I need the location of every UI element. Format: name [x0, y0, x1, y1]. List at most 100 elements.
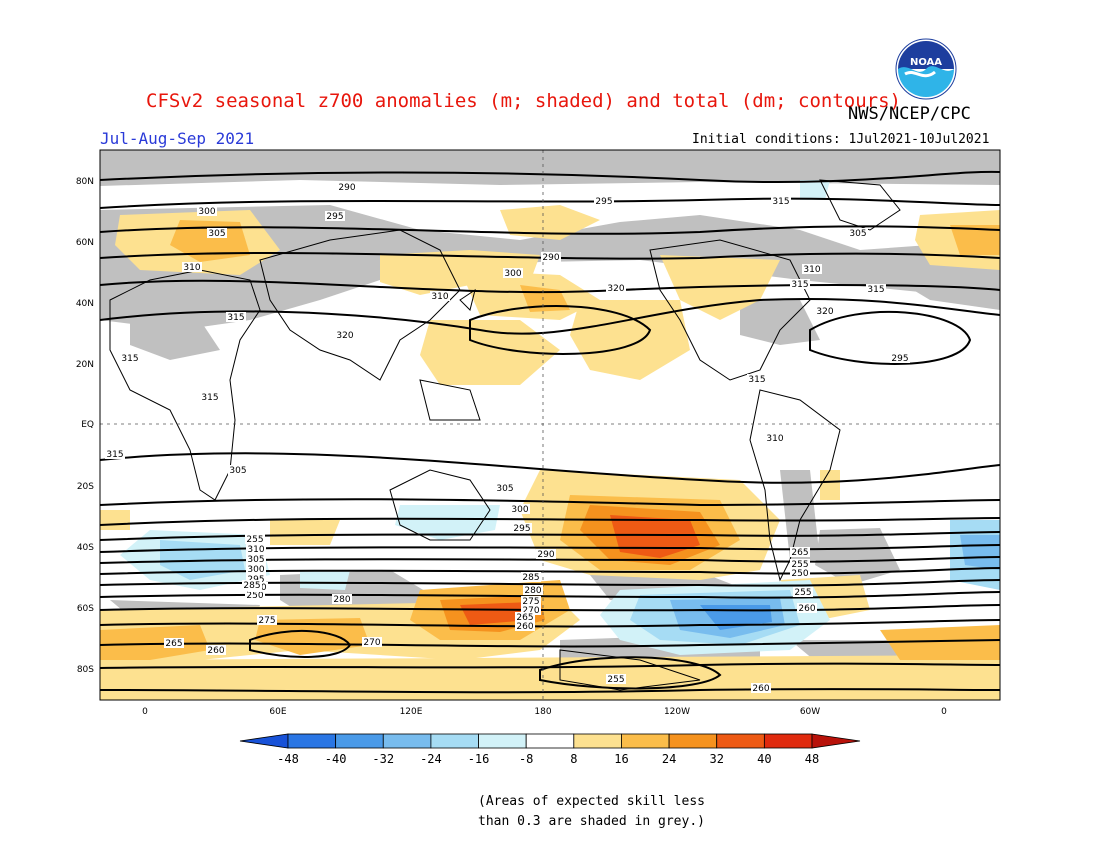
colorbar-left-arrow — [239, 733, 289, 749]
colorbar-segment — [621, 733, 670, 749]
contour-label-background — [246, 544, 266, 554]
contour-label-background — [515, 621, 535, 631]
contour-label: 270 — [363, 638, 380, 648]
contour-label: 265 — [165, 639, 182, 649]
contour-label-background — [793, 587, 813, 597]
contour-label-background — [606, 674, 626, 684]
longitude-label: 120W — [664, 707, 690, 717]
colorbar-tick-label: -40 — [325, 752, 347, 766]
contour-label: 320 — [607, 284, 624, 294]
contour-label-background — [226, 312, 246, 322]
contour-label: 315 — [772, 197, 789, 207]
contour-label: 295 — [513, 524, 530, 534]
contour-label-background — [848, 228, 868, 238]
contour-label: 280 — [524, 586, 541, 596]
latitude-label: 20S — [77, 482, 94, 492]
noaa-logo-text: NOAA — [910, 57, 942, 68]
contour-label: 255 — [794, 588, 811, 598]
skill-note-line-2: than 0.3 are shaded in grey.) — [478, 814, 705, 829]
latitude-label: EQ — [81, 420, 94, 430]
contour-label-background — [521, 596, 541, 606]
contour-label: 305 — [496, 484, 513, 494]
contour-label-background — [790, 559, 810, 569]
contour-label-background — [536, 549, 556, 559]
negative-anomaly-areas — [120, 180, 1000, 655]
contour-label-background — [325, 211, 345, 221]
contour-label-background — [337, 182, 357, 192]
contour-label-background — [515, 612, 535, 622]
contour-label: 275 — [258, 616, 275, 626]
latitude-label: 20N — [76, 360, 94, 370]
agency-label: NWS/NCEP/CPC — [848, 104, 971, 124]
contour-label: 305 — [247, 555, 264, 565]
colorbar-tick-label: 16 — [614, 752, 628, 766]
contour-label: 285 — [243, 581, 260, 591]
contour-label-background — [815, 306, 835, 316]
colorbar-segment — [716, 733, 765, 749]
contour-label-background — [521, 605, 541, 615]
contour-label: 280 — [333, 595, 350, 605]
contour-label-background — [790, 568, 810, 578]
contour-label: 315 — [227, 313, 244, 323]
contour-label: 265 — [791, 548, 808, 558]
contour-label: 315 — [201, 393, 218, 403]
contour-label: 250 — [791, 569, 808, 579]
contour-label: 310 — [183, 263, 200, 273]
latitude-label: 80N — [76, 177, 94, 187]
contour-label: 250 — [246, 591, 263, 601]
contour-label: 320 — [336, 331, 353, 341]
contour-label: 270 — [522, 606, 539, 616]
contour-label-background — [790, 547, 810, 557]
longitude-label: 180 — [534, 707, 551, 717]
colorbar-tick-label: 8 — [570, 752, 577, 766]
colorbar-segment — [573, 733, 622, 749]
contour-label: 310 — [247, 545, 264, 555]
contour-label-background — [245, 534, 265, 544]
colorbar-segment — [525, 733, 575, 749]
contour-label-background — [164, 638, 184, 648]
contour-label-background — [246, 564, 266, 574]
skill-note: (Areas of expected skill less than 0.3 a… — [478, 792, 705, 832]
contour-label: 285 — [522, 573, 539, 583]
contour-label: 305 — [229, 466, 246, 476]
contour-label-background — [332, 594, 352, 604]
colorbar-tick-label: 40 — [757, 752, 771, 766]
contour-label: 315 — [791, 280, 808, 290]
contour-label: 315 — [748, 375, 765, 385]
contour-label: 260 — [752, 684, 769, 694]
colorbar-segment — [287, 733, 337, 749]
contour-label-background — [246, 574, 266, 584]
contour-label-background — [362, 637, 382, 647]
contour-label-background — [182, 262, 202, 272]
skill-note-line-1: (Areas of expected skill less — [478, 794, 705, 809]
contour-label: 265 — [516, 613, 533, 623]
colorbar-right-arrow — [811, 733, 861, 749]
contour-label: 295 — [595, 197, 612, 207]
contour-label: 315 — [867, 285, 884, 295]
colorbar-tick-label: -24 — [420, 752, 442, 766]
noaa-logo-icon: NOAA — [895, 38, 957, 100]
contour-label-background — [765, 433, 785, 443]
height-contours — [100, 170, 1000, 694]
contour-label-background — [430, 291, 450, 301]
contour-label: 310 — [431, 292, 448, 302]
longitude-label: 60W — [800, 707, 820, 717]
colorbar-segment — [478, 733, 527, 749]
colorbar-segment — [668, 733, 718, 749]
contour-label-background — [751, 683, 771, 693]
contour-label-background — [207, 228, 227, 238]
contour-label-background — [206, 645, 226, 655]
latitude-label: 60N — [76, 238, 94, 248]
contour-label: 315 — [106, 450, 123, 460]
contour-label-background — [246, 554, 266, 564]
contour-label-background — [120, 353, 140, 363]
colorbar-segment — [335, 733, 384, 749]
contour-label-background — [797, 603, 817, 613]
colorbar-segment — [763, 733, 813, 749]
map-gridlines — [100, 150, 1000, 700]
colorbar-tick-label: 48 — [805, 752, 819, 766]
contour-label-background — [495, 483, 515, 493]
contour-label: 255 — [607, 675, 624, 685]
contour-label: 310 — [803, 265, 820, 275]
contour-label: 300 — [504, 269, 521, 279]
